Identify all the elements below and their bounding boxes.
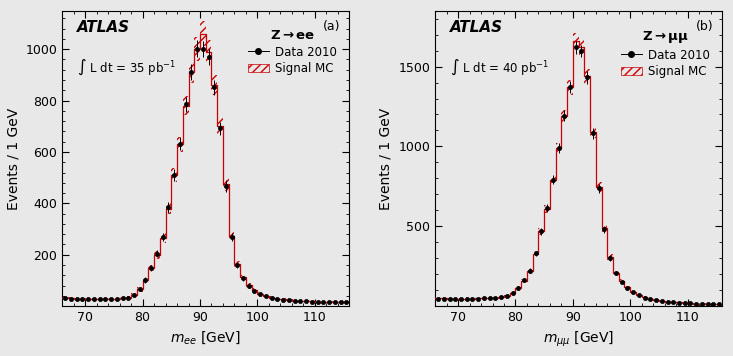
- Text: (b): (b): [696, 20, 713, 32]
- Text: (a): (a): [323, 20, 341, 32]
- X-axis label: $m_{ee}$ [GeV]: $m_{ee}$ [GeV]: [170, 330, 241, 346]
- Legend: Data 2010, Signal MC: Data 2010, Signal MC: [617, 25, 713, 82]
- X-axis label: $m_{\mu\mu}$ [GeV]: $m_{\mu\mu}$ [GeV]: [543, 330, 614, 349]
- Legend: Data 2010, Signal MC: Data 2010, Signal MC: [244, 25, 340, 79]
- Text: $\int$ L dt = 35 pb$^{-1}$: $\int$ L dt = 35 pb$^{-1}$: [77, 58, 176, 77]
- Y-axis label: Events / 1 GeV: Events / 1 GeV: [6, 107, 20, 210]
- Text: ATLAS: ATLAS: [449, 20, 503, 35]
- Text: $\int$ L dt = 40 pb$^{-1}$: $\int$ L dt = 40 pb$^{-1}$: [449, 58, 549, 77]
- Text: ATLAS: ATLAS: [77, 20, 130, 35]
- Y-axis label: Events / 1 GeV: Events / 1 GeV: [379, 107, 393, 210]
